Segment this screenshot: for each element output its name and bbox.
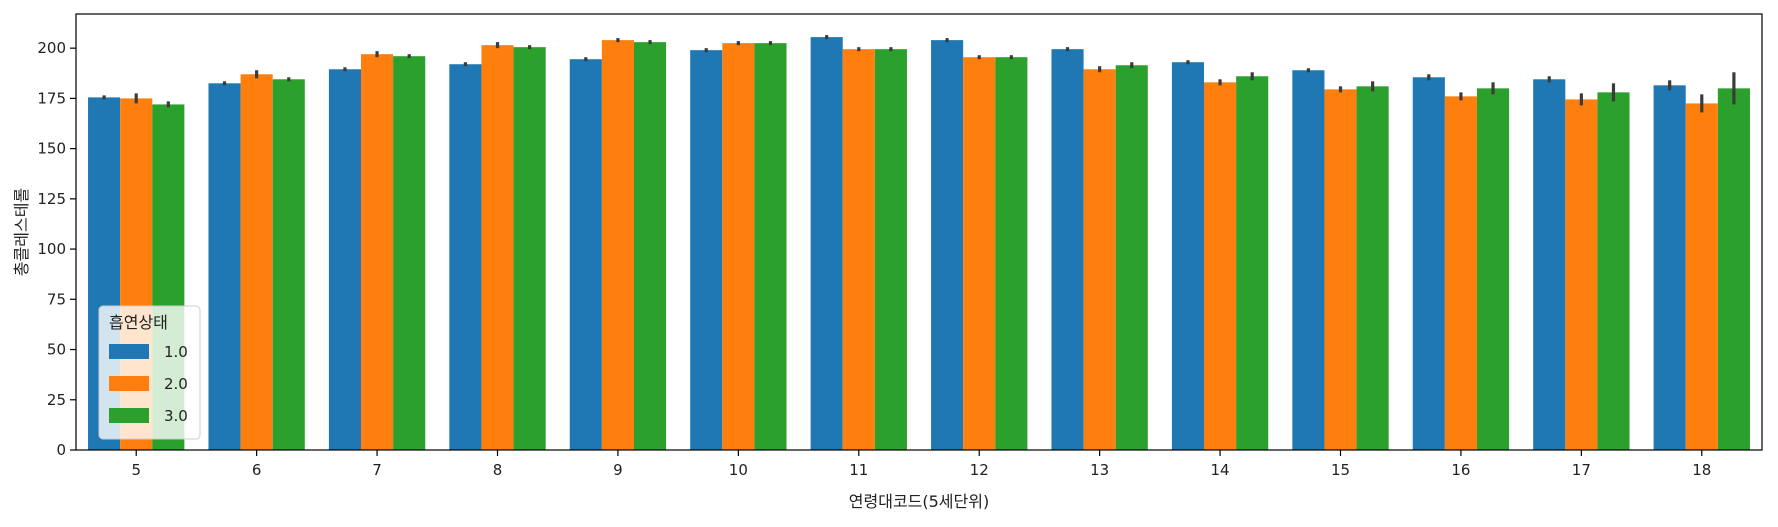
y-tick-label: 200 [37, 39, 66, 57]
x-axis-label: 연령대코드(5세단위) [849, 492, 989, 511]
bar-1.0-18 [1653, 85, 1686, 451]
legend-swatch-2.0 [109, 376, 149, 391]
y-tick-label: 0 [56, 441, 66, 459]
bar-1.0-13 [1051, 49, 1084, 451]
bar-2.0-16 [1444, 96, 1477, 451]
x-tick-label: 13 [1090, 461, 1109, 479]
plot-frame [75, 13, 1763, 451]
bars-layer [88, 37, 1750, 451]
legend: 흡연상태 1.0 2.0 3.0 [98, 305, 201, 440]
y-tick-label: 150 [37, 140, 66, 158]
x-tick-label: 9 [613, 461, 623, 479]
y-tick-label: 75 [47, 290, 66, 308]
bar-2.0-12 [963, 57, 996, 451]
bar-2.0-17 [1565, 99, 1598, 450]
x-tick-label: 7 [372, 461, 382, 479]
bar-2.0-14 [1204, 82, 1237, 451]
bar-3.0-10 [754, 43, 787, 451]
bar-1.0-14 [1171, 62, 1205, 451]
y-tick-label: 100 [37, 240, 66, 258]
y-tick-label: 175 [37, 89, 66, 107]
bar-3.0-15 [1356, 86, 1389, 451]
bar-2.0-15 [1324, 89, 1357, 451]
x-tick-label: 8 [493, 461, 503, 479]
y-tick-label: 50 [47, 341, 66, 359]
y-tick-label: 125 [37, 190, 66, 208]
x-tick-label: 17 [1572, 461, 1591, 479]
bar-3.0-9 [633, 42, 667, 451]
bar-3.0-17 [1597, 92, 1630, 451]
bar-3.0-16 [1476, 88, 1510, 451]
x-tick-label: 5 [131, 461, 141, 479]
bar-3.0-11 [874, 49, 907, 451]
bar-1.0-12 [931, 40, 964, 451]
legend-box [98, 305, 201, 440]
bar-1.0-16 [1412, 77, 1445, 451]
x-axis: 5 6 7 8 9 10 11 12 13 14 15 16 17 18 [131, 450, 1711, 479]
bar-1.0-6 [208, 83, 241, 451]
x-tick-label: 11 [849, 461, 868, 479]
x-tick-label: 14 [1211, 461, 1230, 479]
bar-2.0-13 [1083, 69, 1116, 451]
legend-label-1.0: 1.0 [164, 343, 188, 361]
legend-label-2.0: 2.0 [164, 375, 188, 393]
bar-2.0-9 [601, 40, 634, 451]
bar-1.0-10 [690, 50, 723, 451]
y-axis-label: 총콜레스테롤 [12, 188, 31, 276]
x-tick-label: 15 [1331, 461, 1350, 479]
bar-1.0-8 [449, 64, 482, 451]
bar-2.0-11 [842, 49, 875, 451]
bar-3.0-7 [393, 56, 426, 451]
legend-swatch-3.0 [109, 408, 149, 423]
error-bars-layer [102, 35, 1736, 113]
x-tick-label: 18 [1692, 461, 1711, 479]
legend-swatch-1.0 [109, 344, 149, 359]
x-tick-label: 16 [1451, 461, 1470, 479]
legend-items: 1.0 2.0 3.0 [109, 343, 188, 425]
legend-title: 흡연상태 [109, 313, 168, 332]
bar-2.0-10 [722, 43, 755, 451]
bar-3.0-14 [1236, 76, 1269, 451]
x-tick-label: 6 [252, 461, 262, 479]
y-axis: 0 25 50 75 100 125 150 175 200 [37, 39, 76, 459]
bar-2.0-6 [240, 74, 273, 451]
bar-3.0-18 [1717, 88, 1750, 451]
bar-3.0-13 [1115, 65, 1148, 451]
bar-2.0-18 [1685, 103, 1718, 450]
bar-1.0-9 [569, 59, 602, 451]
bar-3.0-12 [995, 57, 1028, 451]
x-tick-label: 12 [970, 461, 989, 479]
bar-1.0-15 [1292, 70, 1325, 451]
bar-1.0-11 [810, 37, 843, 451]
legend-label-3.0: 3.0 [164, 407, 188, 425]
bar-3.0-6 [272, 79, 305, 451]
bar-1.0-7 [328, 69, 362, 451]
y-tick-label: 25 [47, 391, 66, 409]
bar-1.0-17 [1533, 79, 1566, 451]
bar-2.0-7 [361, 54, 394, 451]
x-tick-label: 10 [729, 461, 748, 479]
bar-2.0-8 [481, 45, 514, 451]
bar-3.0-8 [513, 47, 546, 451]
